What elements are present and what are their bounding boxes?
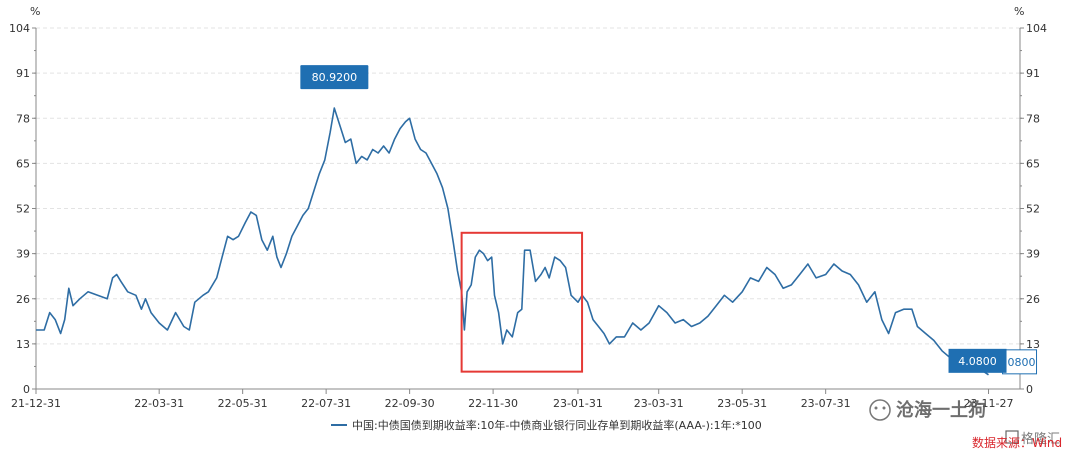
watermark-brand: 格隆汇	[1021, 431, 1060, 447]
x-axis: 21-12-31 22-03-31 22-05-31 22-07-31 22-09-30…	[11, 389, 1013, 410]
x-tick-label: 22-07-31	[301, 397, 351, 410]
y-tick-label-right: 91	[1026, 67, 1040, 80]
y-axis-right: 0 13 26 39 52 65 78 91 104	[1020, 22, 1047, 396]
legend: 中国:中债国债到期收益率:10年-中债商业银行同业存单到期收益率(AAA-):1…	[331, 418, 762, 432]
last-data-label: 0800 4.0800	[948, 348, 1038, 375]
last-label-text: 4.0800	[958, 355, 997, 368]
y-axis-left: 0 13 26 39 52 65 78 91 104	[9, 22, 36, 396]
y-tick-label-left: 78	[16, 112, 30, 125]
legend-label: 中国:中债国债到期收益率:10年-中债商业银行同业存单到期收益率(AAA-):1…	[352, 418, 762, 432]
series-line	[36, 107, 989, 376]
peak-label-text: 80.9200	[312, 71, 358, 84]
x-tick-label: 23-01-31	[553, 397, 603, 410]
brand-logo-box	[1005, 430, 1019, 444]
y-tick-label-right: 26	[1026, 293, 1040, 306]
watermark: 沧海一土狗 格隆汇	[869, 399, 1060, 447]
y-tick-label-left: 104	[9, 22, 30, 35]
wechat-icon	[869, 399, 891, 421]
left-unit-label: %	[30, 5, 40, 18]
y-tick-label-left: 13	[16, 338, 30, 351]
last-label-side-text: 0800	[1008, 356, 1036, 369]
watermark-name: 沧海一土狗	[896, 399, 986, 421]
y-tick-label-left: 26	[16, 293, 30, 306]
x-tick-label: 23-03-31	[634, 397, 684, 410]
x-tick-label: 21-12-31	[11, 397, 61, 410]
y-tick-label-left: 52	[16, 203, 30, 216]
y-tick-label-left: 65	[16, 157, 30, 170]
x-tick-label: 23-07-31	[801, 397, 851, 410]
y-tick-label-right: 65	[1026, 157, 1040, 170]
y-tick-label-left: 0	[23, 383, 30, 396]
x-tick-label: 22-05-31	[218, 397, 268, 410]
x-tick-label: 22-11-30	[468, 397, 518, 410]
x-tick-label: 22-03-31	[134, 397, 184, 410]
x-tick-label: 22-09-30	[385, 397, 435, 410]
peak-label-bg	[300, 65, 369, 90]
last-label-bg	[948, 348, 1007, 373]
x-tick-label: 23-11-27	[964, 397, 1014, 410]
grid-lines	[36, 27, 1020, 345]
y-tick-label-right: 0	[1026, 383, 1033, 396]
highlight-box	[460, 231, 584, 373]
last-label-outline	[1002, 349, 1038, 375]
wechat-icon-eye-right	[882, 406, 886, 410]
y-tick-label-right: 104	[1026, 22, 1047, 35]
y-tick-label-left: 39	[16, 248, 30, 261]
y-tick-label-right: 78	[1026, 112, 1040, 125]
wechat-icon-eye-left	[874, 406, 878, 410]
right-unit-label: %	[1014, 5, 1024, 18]
y-tick-label-right: 39	[1026, 248, 1040, 261]
y-tick-label-right: 13	[1026, 338, 1040, 351]
x-tick-label: 23-05-31	[717, 397, 767, 410]
peak-data-label: 80.9200	[300, 65, 369, 90]
y-tick-label-right: 52	[1026, 203, 1040, 216]
data-source: 数据来源：Wind	[972, 435, 1062, 450]
y-tick-label-left: 91	[16, 67, 30, 80]
